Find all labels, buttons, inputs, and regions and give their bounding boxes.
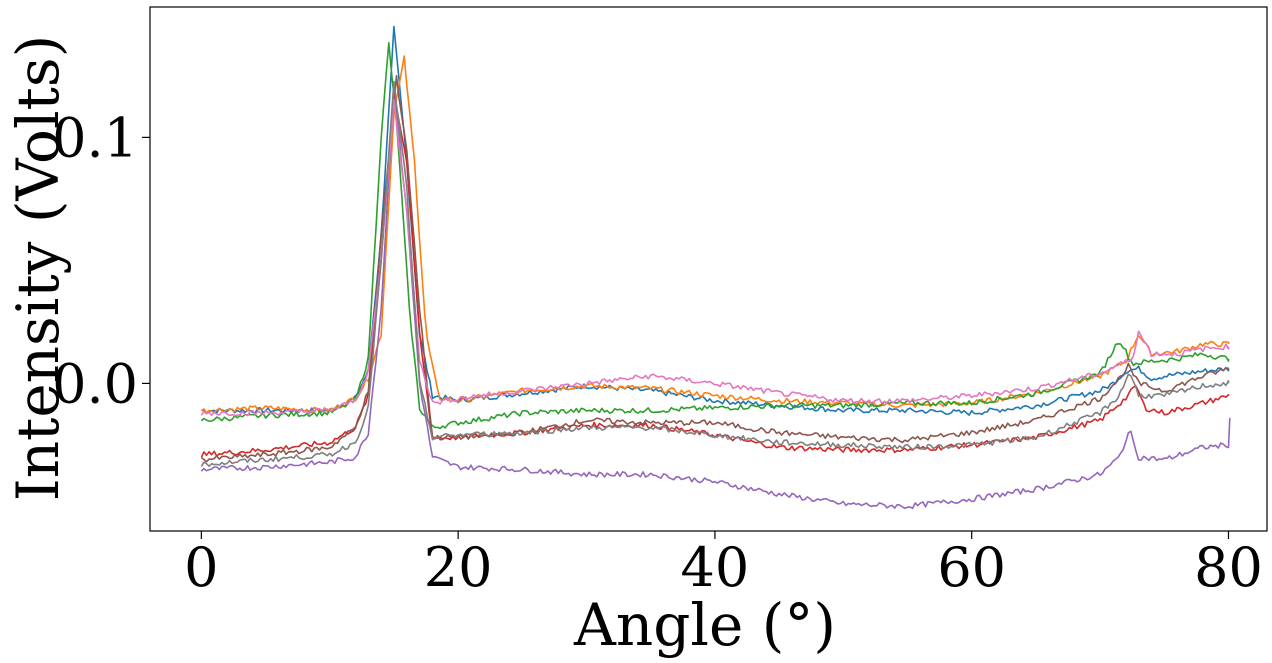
y-axis-label: Intensity (Volts) [4,35,72,501]
series-layer [200,25,1231,510]
y-tick-label-0: 0.0 [52,352,138,415]
series-line-8 [200,80,1230,467]
x-axis: 0 20 40 60 80 [184,531,1263,599]
plot-area [149,6,1268,532]
series-line-1 [201,25,1230,416]
x-tick-label-1: 20 [424,536,493,599]
series-line-2 [200,55,1230,414]
series-line-5 [200,89,1231,510]
plot-frame [149,6,1268,532]
x-axis-label: Angle (°) [573,591,836,659]
series-line-3 [200,42,1230,430]
x-tick-label-3: 60 [937,536,1006,599]
series-line-7 [200,98,1230,417]
x-tick-label-0: 0 [184,536,218,599]
y-axis: 0.0 0.1 [52,106,150,415]
x-tick-label-4: 80 [1194,536,1263,599]
series-line-6 [200,75,1230,463]
x-tick-label-2: 40 [681,536,750,599]
y-tick-label-1: 0.1 [52,106,138,169]
